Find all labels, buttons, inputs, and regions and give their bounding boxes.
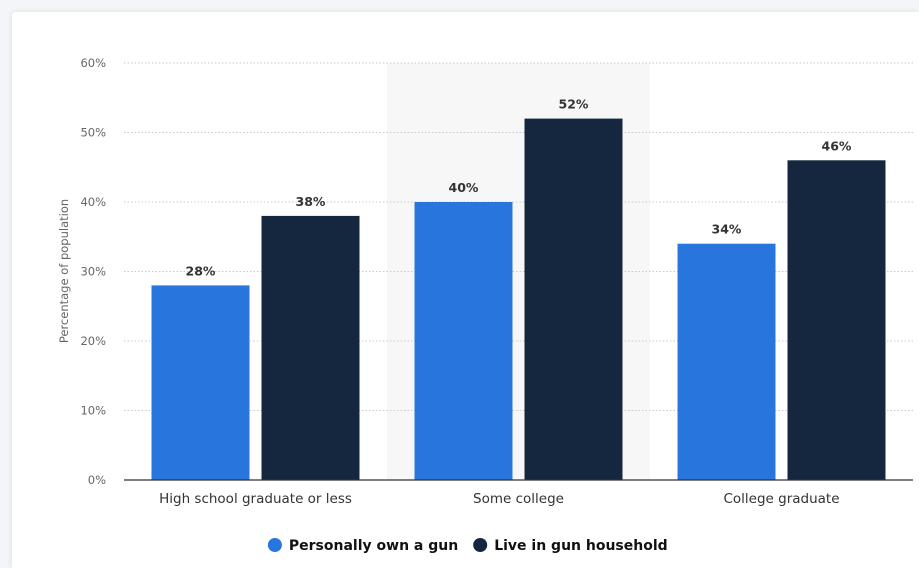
axes: 0% 10% 20% 30% 40% 50% 60% High school graduate… bbox=[80, 56, 913, 507]
legend-marker bbox=[473, 538, 488, 552]
x-tick-label: College graduate bbox=[723, 491, 839, 507]
data-label: 40% bbox=[449, 180, 479, 195]
bar bbox=[151, 285, 250, 480]
y-tick-label: 60% bbox=[80, 56, 106, 70]
data-label: 38% bbox=[296, 194, 326, 209]
y-tick-label: 50% bbox=[80, 126, 106, 140]
bar bbox=[524, 118, 623, 480]
bar bbox=[261, 215, 360, 480]
bar bbox=[787, 160, 886, 481]
legend-marker bbox=[267, 538, 282, 552]
y-tick-label: 40% bbox=[80, 195, 106, 209]
data-label: 52% bbox=[559, 97, 589, 112]
bar bbox=[414, 202, 513, 480]
y-tick-label: 20% bbox=[80, 334, 106, 348]
bar bbox=[677, 243, 776, 480]
x-tick-label: Some college bbox=[473, 491, 564, 507]
y-axis-label: Percentage of population bbox=[57, 199, 71, 343]
legend-label: Live in gun household bbox=[494, 538, 667, 554]
x-tick-label: High school graduate or less bbox=[159, 491, 352, 507]
y-tick-label: 30% bbox=[80, 265, 106, 279]
legend: Personally own a gun Live in gun househol… bbox=[267, 538, 668, 554]
data-label: 46% bbox=[822, 138, 852, 153]
y-tick-label: 0% bbox=[88, 473, 106, 487]
bars: 28% 38% 40% 52% 34% 46% bbox=[151, 97, 886, 481]
data-label: 28% bbox=[186, 263, 216, 278]
legend-label: Personally own a gun bbox=[289, 538, 458, 554]
y-tick-label: 10% bbox=[80, 404, 106, 418]
data-label: 34% bbox=[712, 222, 742, 237]
